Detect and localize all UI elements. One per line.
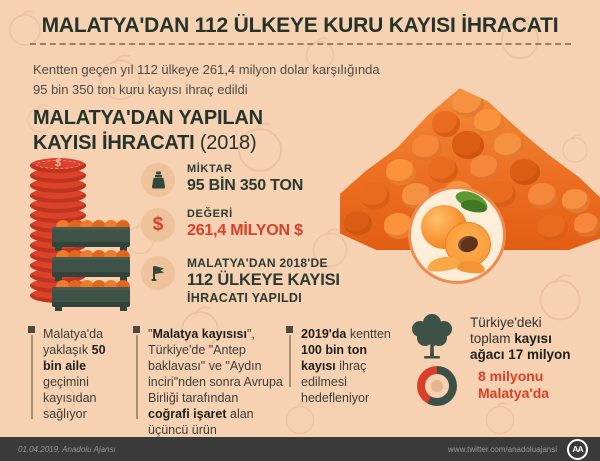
bullet-marker <box>286 326 293 406</box>
stat-ihracat: MALATYA'DAN 2018'DE 112 ÜLKEYE KAYISI İH… <box>141 256 340 305</box>
text-segment: Malatya kayısısı <box>152 327 247 341</box>
bullet-2019-target: 2019'da kentten 100 bin ton kayısı ihraç… <box>286 326 398 406</box>
intro-text: Kentten geçen yıl 112 ülkeye 261,4 milyo… <box>33 60 380 100</box>
footer-date: 01.04.2019, Anadolu Ajansı <box>18 444 116 454</box>
text-segment: geçimini kayısıdan sağlıyor <box>43 375 97 421</box>
apricot-closeup-inset <box>408 186 506 284</box>
bullet-marker <box>28 326 35 422</box>
crate <box>52 250 130 281</box>
section-heading-line2: KAYISI İHRACATI (2018) <box>33 131 263 156</box>
apricot-trees-donut-chart <box>417 366 457 406</box>
text-segment: Malatya'da yaklaşık <box>43 327 104 357</box>
dollar-glyph: $ <box>152 214 164 235</box>
stat-degeri: $ DEĞERİ 261,4 MİLYON $ <box>141 208 303 242</box>
bullet-marker <box>133 326 140 438</box>
coin-dollar-glyph: $ <box>54 157 62 169</box>
text-segment: kayısı ağacı 17 milyon <box>470 331 571 362</box>
stat-ihracat-line2: 112 ÜLKEYE KAYISI <box>187 271 340 289</box>
coin-ring <box>36 160 80 169</box>
text-segment: 100 bin ton kayısı <box>301 343 367 373</box>
crate-body <box>52 287 130 311</box>
tree-fact-text: Türkiye'deki toplam kayısı ağacı 17 mily… <box>470 315 584 363</box>
stat-miktar-value: 95 BİN 350 TON <box>187 177 304 194</box>
crate-body <box>52 257 130 281</box>
dollar-icon: $ <box>141 208 175 242</box>
footer-twitter-url: www.twitter.com/anadoluajansi <box>448 444 557 454</box>
bullet-text: 2019'da kentten 100 bin ton kayısı ihraç… <box>301 326 398 406</box>
intro-line-2: 95 bin 350 ton kuru kayısı ihraç edildi <box>33 82 248 97</box>
crate <box>52 280 130 311</box>
anadolu-agency-logo: AA <box>567 438 588 460</box>
text-segment: ", Türkiye'de "Antep baklavası" ve "Aydı… <box>148 327 283 405</box>
apricot-crates-illustration <box>52 220 130 311</box>
tree-icon <box>406 311 458 368</box>
stat-miktar-label: MİKTAR <box>187 163 233 175</box>
footer-bar: 01.04.2019, Anadolu Ajansı www.twitter.c… <box>0 437 600 461</box>
section-heading-line1: MALATYA'DAN YAPILAN <box>33 107 263 129</box>
text-segment: 2019'da <box>301 327 347 341</box>
text-segment: 50 bin aile <box>43 343 106 373</box>
text-segment: kentten <box>346 327 391 341</box>
text-segment: alan üçüncü ürün <box>148 407 254 437</box>
crate-body <box>52 227 130 251</box>
stat-degeri-value: 261,4 MİLYON $ <box>187 222 303 239</box>
title-divider <box>30 43 571 45</box>
text-segment: Türkiye'deki toplam <box>470 315 542 346</box>
stat-miktar: MİKTAR 95 BİN 350 TON <box>141 163 303 197</box>
flag-icon <box>141 256 175 290</box>
section-heading-year: (2018) <box>199 132 257 154</box>
weight-icon <box>141 163 175 197</box>
intro-line-1: Kentten geçen yıl 112 ülkeye 261,4 milyo… <box>33 62 380 77</box>
text-segment: " <box>148 327 153 341</box>
text-segment: ihraç edilmesi hedefleniyor <box>301 359 370 405</box>
stat-ihracat-line3: İHRACATI YAPILDI <box>187 291 302 305</box>
bullet-text: Malatya'da yaklaşık 50 bin aile geçimini… <box>43 326 116 422</box>
bullet-families: Malatya'da yaklaşık 50 bin aile geçimini… <box>28 326 116 422</box>
crate <box>52 220 130 251</box>
section-heading: MALATYA'DAN YAPILAN KAYISI İHRACATI (201… <box>33 106 263 156</box>
donut-chart-label: 8 milyonu Malatya'da <box>478 368 550 401</box>
bullet-geographical-indication: "Malatya kayısısı", Türkiye'de "Antep ba… <box>133 326 283 438</box>
page-title: MALATYA'DAN 112 ÜLKEYE KURU KAYISI İHRAC… <box>41 14 559 37</box>
stat-ihracat-line1: MALATYA'DAN 2018'DE <box>187 256 328 270</box>
bullet-text: "Malatya kayısısı", Türkiye'de "Antep ba… <box>148 326 283 438</box>
stat-degeri-label: DEĞERİ <box>187 208 233 220</box>
coin-top: $ <box>30 157 86 173</box>
section-heading-bold: KAYISI İHRACATI <box>33 132 195 154</box>
text-segment: coğrafi işaret <box>148 407 227 421</box>
